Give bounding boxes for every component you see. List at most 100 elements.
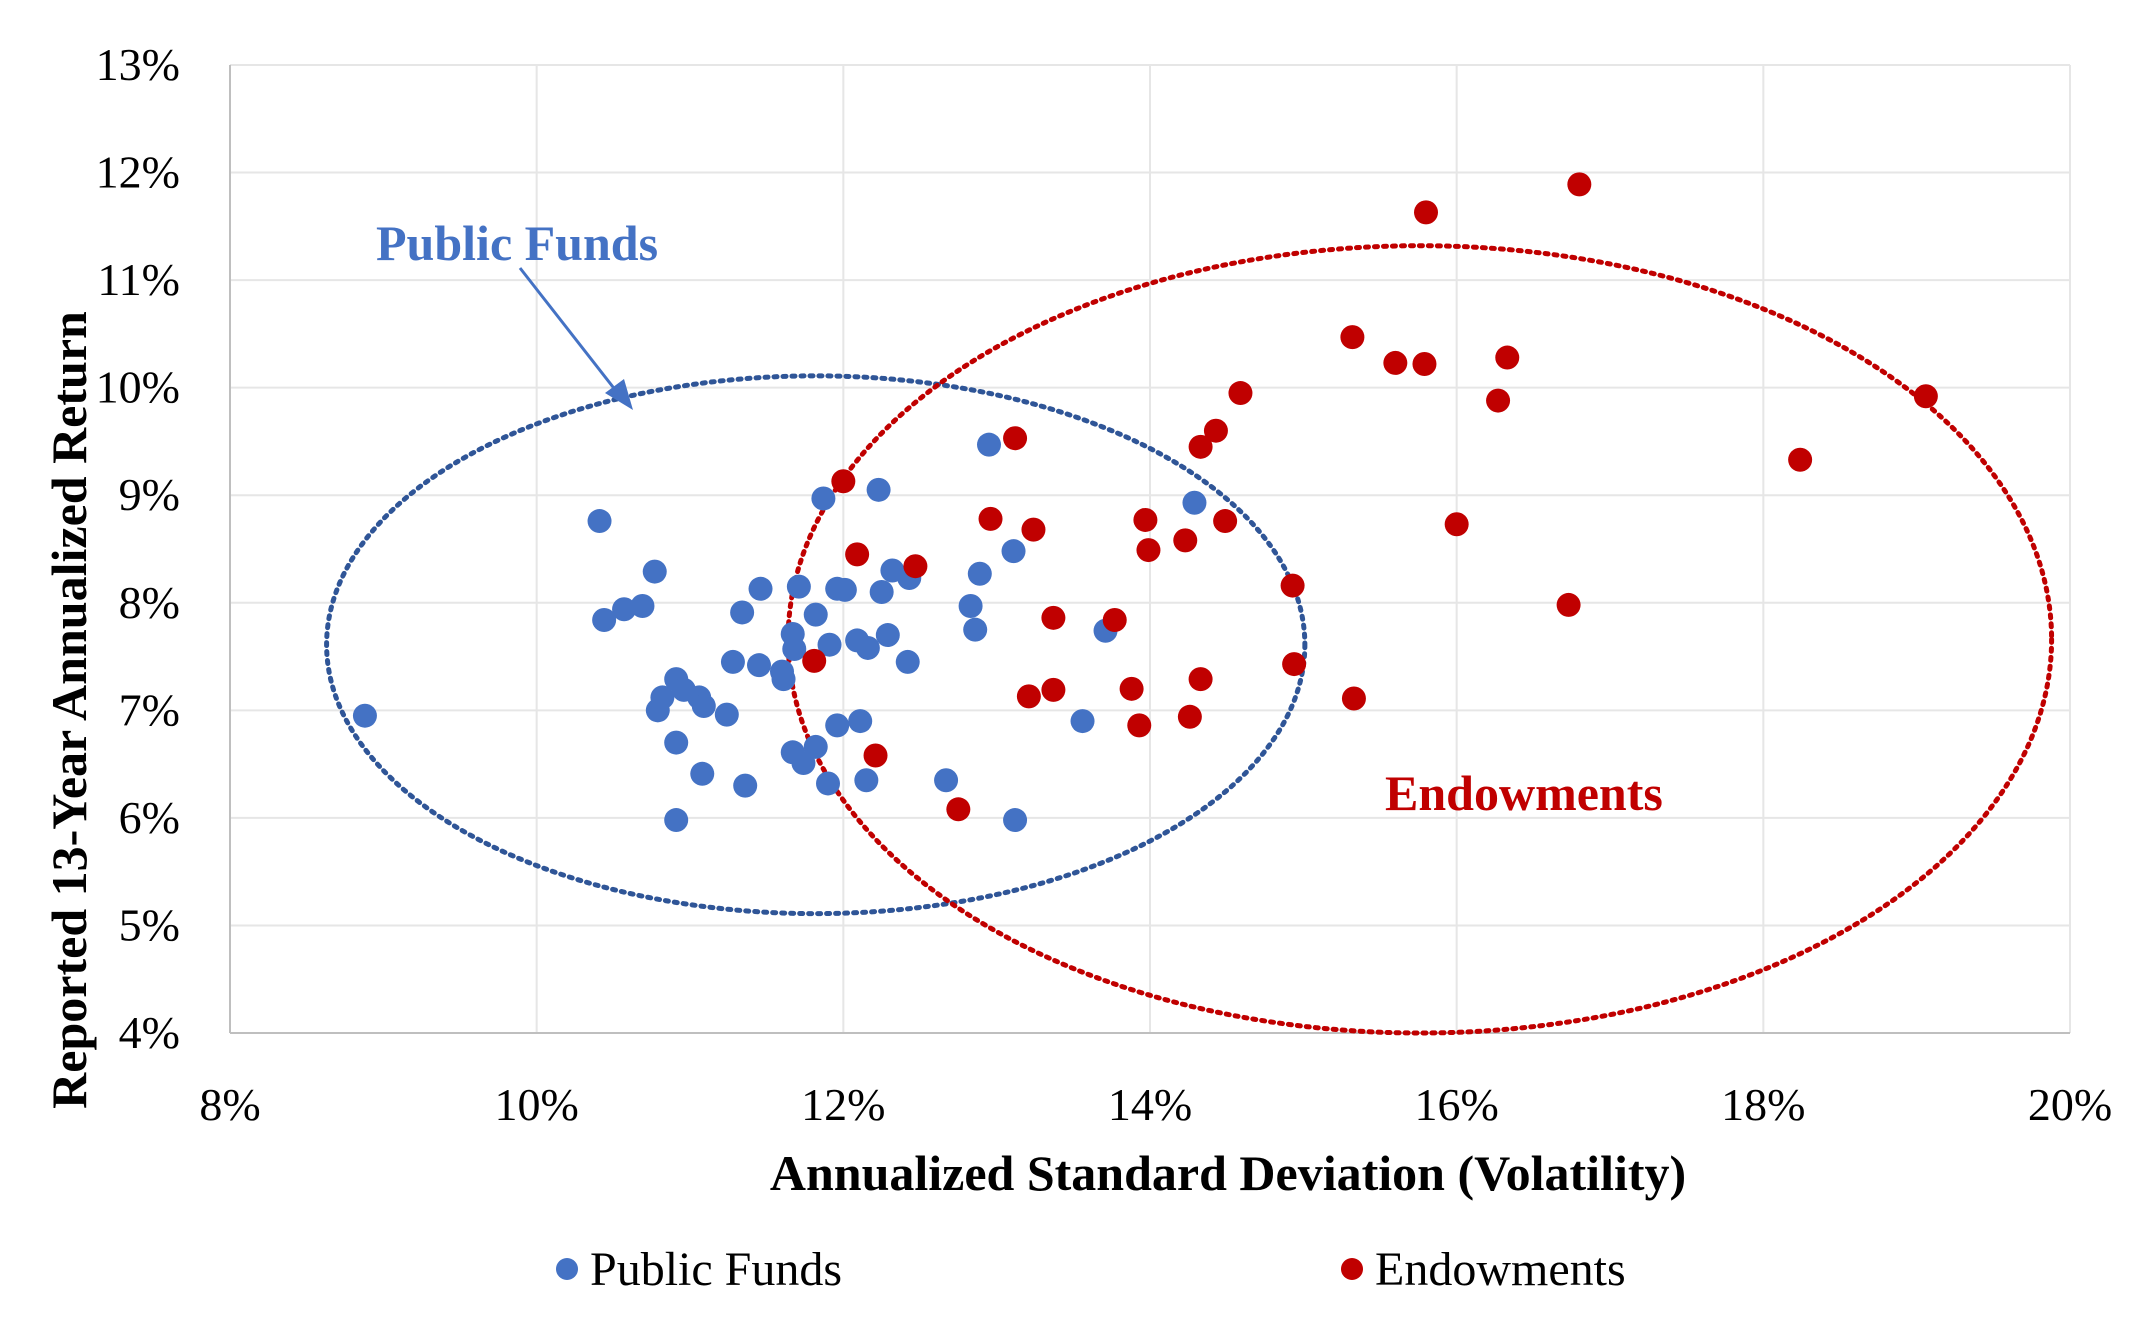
y-tick-label: 12% [96,147,180,198]
point-endowments [1003,426,1028,451]
point-endowments [1412,352,1437,377]
point-public-funds [977,432,1001,457]
point-public-funds [895,649,920,674]
point-endowments [1177,704,1202,729]
point-public-funds [587,509,612,534]
point-public-funds [803,602,828,627]
point-public-funds [967,561,992,586]
annotation-public-funds: Public Funds [376,215,658,271]
y-tick-label: 8% [119,577,180,628]
y-tick-label: 7% [119,684,180,735]
y-tick-label: 13% [96,39,180,90]
point-public-funds [642,559,667,584]
point-public-funds [650,685,675,710]
point-public-funds [612,597,637,622]
point-endowments [1041,605,1066,630]
point-endowments [1444,512,1469,537]
legend-marker-endowments [1341,1258,1363,1280]
x-tick-label: 10% [495,1079,579,1130]
point-public-funds [1003,808,1028,833]
legend: Public Funds Endowments [556,1243,1626,1296]
point-public-funds [691,694,716,719]
axes [229,65,2070,1034]
point-public-funds [786,574,811,599]
point-public-funds [855,635,880,660]
point-endowments [946,797,971,822]
point-public-funds [714,702,739,727]
point-public-funds [630,594,655,619]
point-endowments [802,648,827,673]
point-public-funds [875,623,900,648]
x-tick-label: 20% [2028,1079,2112,1130]
point-public-funds [771,667,796,692]
point-endowments [1913,384,1938,409]
point-public-funds [832,577,857,602]
gridlines [230,64,2071,1033]
point-endowments [903,554,928,579]
y-tick-label: 5% [119,899,180,950]
point-public-funds [958,594,983,619]
point-endowments [1102,607,1127,632]
point-endowments [1340,325,1365,350]
data-points [352,172,1938,833]
legend-marker-public-funds [556,1258,578,1280]
point-endowments [1119,676,1144,701]
point-public-funds [817,632,842,657]
legend-label-public-funds: Public Funds [590,1243,842,1296]
x-axis-title: Annualized Standard Deviation (Volatilit… [770,1145,1686,1201]
point-endowments [1213,509,1238,534]
point-public-funds [854,768,879,793]
point-endowments [1567,172,1592,197]
point-endowments [845,542,870,567]
x-tick-label: 12% [801,1079,885,1130]
point-public-funds [592,607,617,632]
point-public-funds [747,653,771,678]
point-public-funds [782,637,807,662]
point-endowments [1486,388,1511,413]
point-endowments [1556,592,1581,617]
point-public-funds [352,703,377,728]
point-endowments [978,506,1003,531]
y-tick-label: 10% [96,362,180,413]
point-endowments [1188,667,1213,692]
point-public-funds [730,600,755,625]
x-tick-label: 8% [199,1079,260,1130]
point-endowments [1383,350,1408,375]
point-public-funds [1070,709,1095,734]
point-public-funds [664,730,689,755]
x-tick-label: 16% [1415,1079,1499,1130]
ellipse-public-funds [324,373,1308,917]
point-endowments [1282,652,1307,677]
legend-label-endowments: Endowments [1375,1243,1626,1296]
point-endowments [1133,507,1158,532]
point-endowments [863,743,888,768]
point-public-funds [848,709,873,734]
point-public-funds [963,617,988,642]
point-endowments [1788,447,1813,472]
point-endowments [1188,434,1213,459]
x-tick-label: 18% [1721,1079,1805,1130]
point-endowments [1228,381,1253,406]
point-public-funds [934,768,959,793]
y-axis-title: Reported 13-Year Annualized Return [41,311,97,1109]
point-endowments [1021,517,1046,542]
point-public-funds [748,576,773,601]
point-public-funds [1001,539,1026,564]
point-endowments [1341,686,1366,711]
point-endowments [831,469,856,494]
point-endowments [1016,684,1041,709]
y-tick-label: 4% [119,1007,180,1058]
point-endowments [1136,538,1161,563]
x-tick-label: 14% [1108,1079,1192,1130]
point-public-funds [733,773,758,798]
point-public-funds [720,649,745,674]
point-public-funds [811,486,836,511]
y-tick-label: 11% [97,254,180,305]
point-public-funds [816,771,840,796]
point-endowments [1173,528,1198,553]
point-endowments [1041,677,1066,702]
point-endowments [1280,573,1305,598]
annotation-endowments: Endowments [1385,765,1663,821]
point-public-funds [869,580,894,605]
